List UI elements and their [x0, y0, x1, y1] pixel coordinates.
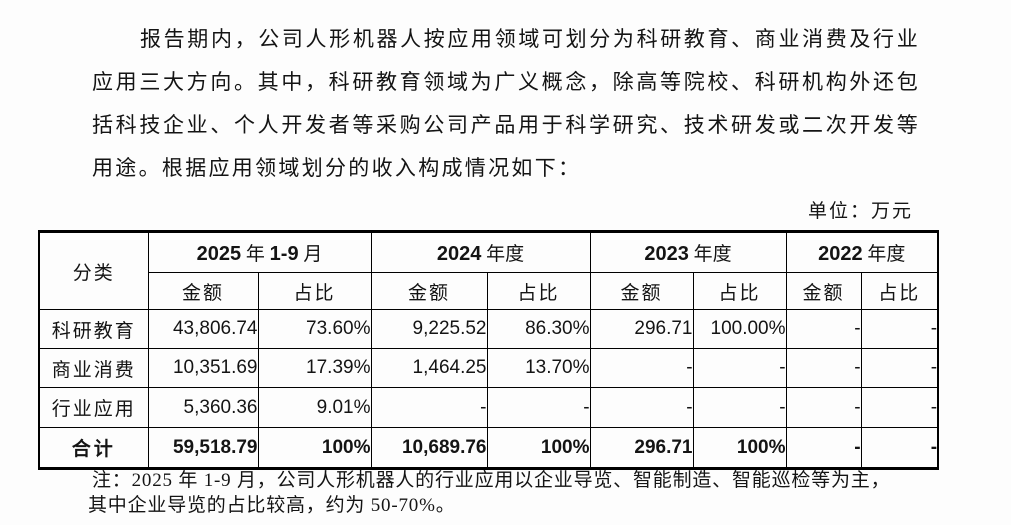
amount-header-2023: 金额 — [589, 272, 694, 310]
period-2023-end: 年度 — [688, 244, 732, 265]
ratio-cell: 86.30% — [486, 309, 591, 349]
row-label: 科研教育 — [38, 309, 149, 349]
footnote: 注：2025 年 1-9 月，公司人形机器人的行业应用以企业导览、智能制造、智能… — [88, 468, 948, 518]
amount-cell: 1,464.25 — [370, 348, 488, 388]
amount-cell: - — [370, 387, 488, 428]
amount-cell: - — [589, 387, 694, 428]
amount-cell: 10,689.76 — [370, 427, 488, 469]
period-header-row: 分类 2025 年 1-9 月 2024 年度 2023 年度 2022 年度 — [38, 231, 939, 310]
ratio-cell: - — [860, 309, 939, 349]
footnote-line-1: 注：2025 年 1-9 月，公司人形机器人的行业应用以企业导览、智能制造、智能… — [92, 470, 891, 491]
unit-label: 单位：万元 — [807, 201, 913, 222]
ratio-header-2022: 占比 — [860, 272, 939, 310]
amount-header-2025: 金额 — [147, 272, 259, 310]
ratio-cell: 13.70% — [486, 348, 591, 388]
period-2022-end: 年度 — [862, 244, 906, 265]
amount-cell: 59,518.79 — [147, 427, 259, 469]
ratio-cell: - — [486, 387, 591, 428]
ratio-cell: - — [860, 427, 939, 469]
amount-cell: - — [589, 348, 694, 388]
amount-cell: - — [785, 427, 862, 469]
ratio-header-2023: 占比 — [692, 272, 787, 310]
subheader-row: 金额 占比 金额 占比 金额 占比 金额 占比 — [39, 272, 939, 310]
ratio-cell: - — [692, 387, 787, 428]
table-row-total: 合计 59,518.79 100% 10,689.76 100% 296.71 … — [38, 427, 939, 469]
revenue-composition-table: 分类 2025 年 1-9 月 2024 年度 2023 年度 2022 年度 … — [38, 230, 940, 470]
period-2025-end: 月 — [298, 244, 323, 265]
footnote-line-2: 其中企业导览的占比较高，约为 50-70%。 — [88, 495, 456, 516]
ratio-cell: 100% — [257, 427, 372, 469]
ratio-header-2024: 占比 — [486, 272, 591, 310]
amount-cell: 296.71 — [589, 309, 694, 349]
ratio-header-2025: 占比 — [257, 272, 372, 310]
amount-cell: 43,806.74 — [147, 309, 259, 349]
total-label: 合计 — [38, 427, 149, 469]
period-header-2024: 2024 年度 — [370, 231, 591, 273]
table-row-commercial-consumer: 商业消费 10,351.69 17.39% 1,464.25 13.70% - … — [38, 348, 939, 388]
ratio-cell: 9.01% — [257, 387, 372, 428]
amount-cell: - — [785, 387, 862, 428]
paragraph-line-4: 用途。根据应用领域划分的收入构成情况如下： — [92, 156, 582, 180]
amount-cell: 10,351.69 — [147, 348, 259, 388]
amount-cell: 9,225.52 — [370, 309, 488, 349]
amount-cell: 5,360.36 — [147, 387, 259, 428]
ratio-cell: - — [692, 348, 787, 388]
year-2023: 2023 — [644, 243, 689, 265]
period-header-2022: 2022 年度 — [785, 231, 939, 273]
year-2022: 2022 — [818, 243, 863, 265]
table-row-industry-application: 行业应用 5,360.36 9.01% - - - - - - — [38, 387, 939, 428]
ratio-cell: - — [860, 387, 939, 428]
intro-paragraph: 报告期内，公司人形机器人按应用领域可划分为科研教育、商业消费及行业 应用三大方向… — [92, 18, 920, 190]
period-header-2025: 2025 年 1-9 月 — [147, 231, 372, 273]
period-2024-end: 年度 — [481, 244, 525, 265]
paragraph-line-1: 报告期内，公司人形机器人按应用领域可划分为科研教育、商业消费及行业 — [140, 27, 920, 51]
ratio-cell: 100% — [486, 427, 591, 469]
period-header-2023: 2023 年度 — [589, 231, 787, 273]
row-label: 商业消费 — [38, 348, 149, 388]
period-2025-mid: 年 — [241, 244, 270, 265]
year-2025: 2025 — [196, 243, 242, 265]
row-label: 行业应用 — [38, 387, 149, 428]
ratio-cell: 100.00% — [692, 309, 787, 349]
amount-header-2024: 金额 — [370, 272, 488, 310]
paragraph-line-3: 括科技企业、个人开发者等采购公司产品用于科学研究、技术研发或二次开发等 — [92, 113, 920, 137]
amount-cell: 296.71 — [589, 427, 694, 469]
ratio-cell: 73.60% — [257, 309, 372, 349]
ratio-cell: 100% — [692, 427, 787, 469]
amount-cell: - — [785, 309, 862, 349]
table-row-research-education: 科研教育 43,806.74 73.60% 9,225.52 86.30% 29… — [38, 309, 939, 349]
paragraph-line-2: 应用三大方向。其中，科研教育领域为广义概念，除高等院校、科研机构外还包 — [92, 70, 920, 94]
year-2024: 2024 — [436, 243, 482, 265]
amount-header-2022: 金额 — [785, 272, 862, 310]
period-2025-range: 1-9 — [269, 243, 299, 265]
amount-cell: - — [785, 348, 862, 388]
ratio-cell: 17.39% — [257, 348, 372, 388]
ratio-cell: - — [860, 348, 939, 388]
category-header: 分类 — [38, 231, 149, 310]
